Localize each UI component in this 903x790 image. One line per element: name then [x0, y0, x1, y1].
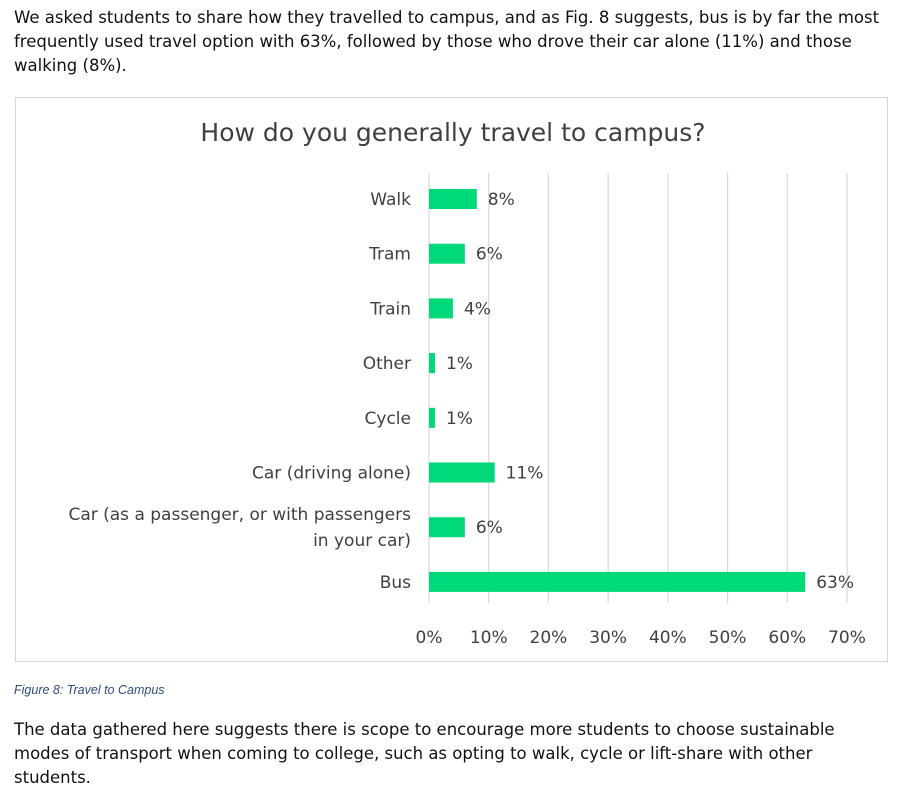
gridlines [428, 173, 848, 603]
data-label: 8% [488, 190, 515, 210]
category-label: Other [363, 354, 411, 374]
data-label: 6% [476, 518, 503, 538]
category-label-line: Tram [368, 245, 411, 265]
data-label: 1% [446, 354, 473, 374]
category-label: Car (as a passenger, or with passengers i… [68, 505, 411, 551]
x-tick-label: 70% [828, 628, 866, 648]
bar-chart: How do you generally travel to campus? W… [68, 118, 866, 648]
category-label-line: in your car) [313, 531, 411, 551]
chart-title: How do you generally travel to campus? [200, 118, 705, 147]
x-tick-label: 20% [530, 628, 568, 648]
bar [429, 517, 465, 538]
bar [429, 298, 453, 319]
bar [429, 571, 806, 592]
bar [429, 353, 435, 374]
category-label-line: Train [369, 299, 411, 319]
x-axis-ticks: 0% 10% 20% 30% 40% 50% 60% 70% [416, 628, 866, 648]
category-label: Car (driving alone) [252, 464, 411, 484]
category-label: Walk [370, 190, 411, 210]
intro-paragraph: We asked students to share how they trav… [14, 8, 880, 75]
data-labels: 8% 6% 4% 1% 1% 11% 6% 63% [446, 190, 854, 593]
x-tick-label: 0% [416, 628, 443, 648]
data-label: 1% [446, 409, 473, 429]
category-label-line: Cycle [365, 409, 411, 429]
category-label-line: Bus [380, 573, 411, 593]
x-tick-label: 30% [589, 628, 627, 648]
bars [429, 189, 806, 592]
x-tick-label: 40% [649, 628, 687, 648]
data-label: 63% [816, 573, 854, 593]
x-tick-label: 50% [709, 628, 747, 648]
chart-frame: How do you generally travel to campus? W… [15, 97, 888, 662]
x-tick-label: 60% [768, 628, 806, 648]
category-label-line: Walk [370, 190, 411, 210]
data-label: 4% [464, 299, 491, 319]
bar [429, 189, 477, 209]
category-label: Train [369, 299, 411, 319]
conclusion-paragraph: The data gathered here suggests there is… [14, 720, 835, 787]
x-tick-label: 10% [470, 628, 508, 648]
category-label: Bus [380, 573, 411, 593]
category-label-line: Car (driving alone) [252, 464, 411, 484]
category-label: Cycle [365, 409, 411, 429]
category-label: Tram [368, 245, 411, 265]
bar [429, 407, 435, 428]
figure-caption: Figure 8: Travel to Campus [14, 683, 165, 697]
data-label: 6% [476, 245, 503, 265]
bar [429, 462, 495, 483]
data-label: 11% [506, 464, 544, 484]
bar [429, 243, 465, 264]
category-labels: Walk Tram Train Other Cycle Car (driving alon… [68, 190, 411, 593]
category-label-line: Other [363, 354, 411, 374]
category-label-line: Car (as a passenger, or with passengers [68, 505, 411, 525]
